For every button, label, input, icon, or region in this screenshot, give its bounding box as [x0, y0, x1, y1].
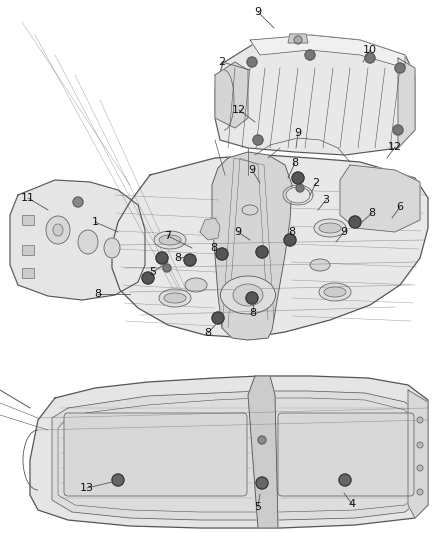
Circle shape [417, 489, 423, 495]
Polygon shape [212, 152, 292, 340]
Text: 11: 11 [21, 193, 35, 203]
Polygon shape [215, 35, 415, 155]
Ellipse shape [46, 216, 70, 244]
Circle shape [393, 125, 403, 135]
Circle shape [112, 474, 124, 486]
Text: 12: 12 [388, 142, 402, 152]
Polygon shape [250, 35, 405, 68]
Ellipse shape [159, 235, 181, 245]
Circle shape [284, 234, 296, 246]
FancyBboxPatch shape [278, 413, 414, 496]
Circle shape [294, 36, 302, 44]
Text: 9: 9 [294, 128, 301, 138]
Circle shape [349, 216, 361, 228]
Circle shape [184, 254, 196, 266]
Circle shape [73, 197, 83, 207]
Circle shape [163, 264, 171, 272]
Polygon shape [215, 62, 248, 128]
Polygon shape [288, 34, 308, 43]
Polygon shape [10, 180, 145, 300]
Ellipse shape [233, 284, 263, 306]
Ellipse shape [319, 283, 351, 301]
Ellipse shape [319, 223, 341, 233]
Ellipse shape [314, 219, 346, 237]
Text: 2: 2 [312, 178, 320, 188]
Bar [22, 268, 34, 278]
Polygon shape [248, 376, 278, 528]
Text: 9: 9 [254, 7, 261, 17]
Text: 9: 9 [248, 165, 255, 175]
Circle shape [339, 474, 351, 486]
Circle shape [395, 63, 405, 73]
Text: 9: 9 [234, 227, 242, 237]
Polygon shape [112, 155, 428, 338]
Ellipse shape [324, 287, 346, 297]
Circle shape [365, 53, 375, 63]
Ellipse shape [242, 205, 258, 215]
Text: 8: 8 [368, 208, 375, 218]
Circle shape [256, 477, 268, 489]
Polygon shape [30, 376, 428, 528]
Text: 8: 8 [289, 227, 296, 237]
Circle shape [292, 172, 304, 184]
Polygon shape [398, 58, 415, 148]
Circle shape [216, 248, 228, 260]
Ellipse shape [104, 238, 120, 258]
Circle shape [156, 252, 168, 264]
Text: 7: 7 [164, 231, 172, 241]
Text: 8: 8 [249, 308, 257, 318]
Circle shape [212, 312, 224, 324]
Circle shape [417, 417, 423, 423]
Ellipse shape [53, 224, 63, 236]
Text: 3: 3 [322, 195, 329, 205]
Text: 8: 8 [291, 158, 299, 168]
Circle shape [296, 184, 304, 192]
Bar [22, 215, 34, 225]
Text: 8: 8 [95, 289, 102, 299]
Circle shape [246, 292, 258, 304]
Polygon shape [340, 165, 420, 232]
FancyBboxPatch shape [64, 413, 247, 496]
Circle shape [417, 442, 423, 448]
Text: 8: 8 [205, 328, 212, 338]
Text: 6: 6 [396, 202, 403, 212]
Circle shape [253, 135, 263, 145]
Text: 5: 5 [254, 502, 261, 512]
Ellipse shape [185, 278, 207, 292]
Circle shape [258, 436, 266, 444]
Circle shape [305, 50, 315, 60]
Text: 9: 9 [340, 227, 348, 237]
Polygon shape [408, 390, 428, 518]
Text: 13: 13 [80, 483, 94, 493]
Polygon shape [200, 218, 220, 240]
Text: 8: 8 [210, 243, 218, 253]
Circle shape [247, 57, 257, 67]
Ellipse shape [286, 187, 310, 203]
Bar [22, 245, 34, 255]
Text: 2: 2 [219, 57, 226, 67]
Text: 10: 10 [363, 45, 377, 55]
Ellipse shape [154, 231, 186, 249]
Polygon shape [52, 391, 420, 520]
Circle shape [256, 246, 268, 258]
Ellipse shape [220, 276, 276, 314]
Text: 4: 4 [349, 499, 356, 509]
Ellipse shape [310, 259, 330, 271]
Text: 12: 12 [232, 105, 246, 115]
Text: 8: 8 [174, 253, 182, 263]
Text: 5: 5 [149, 267, 156, 277]
Ellipse shape [78, 230, 98, 254]
Circle shape [142, 272, 154, 284]
Ellipse shape [164, 293, 186, 303]
Ellipse shape [159, 289, 191, 307]
Circle shape [417, 465, 423, 471]
Text: 1: 1 [92, 217, 99, 227]
